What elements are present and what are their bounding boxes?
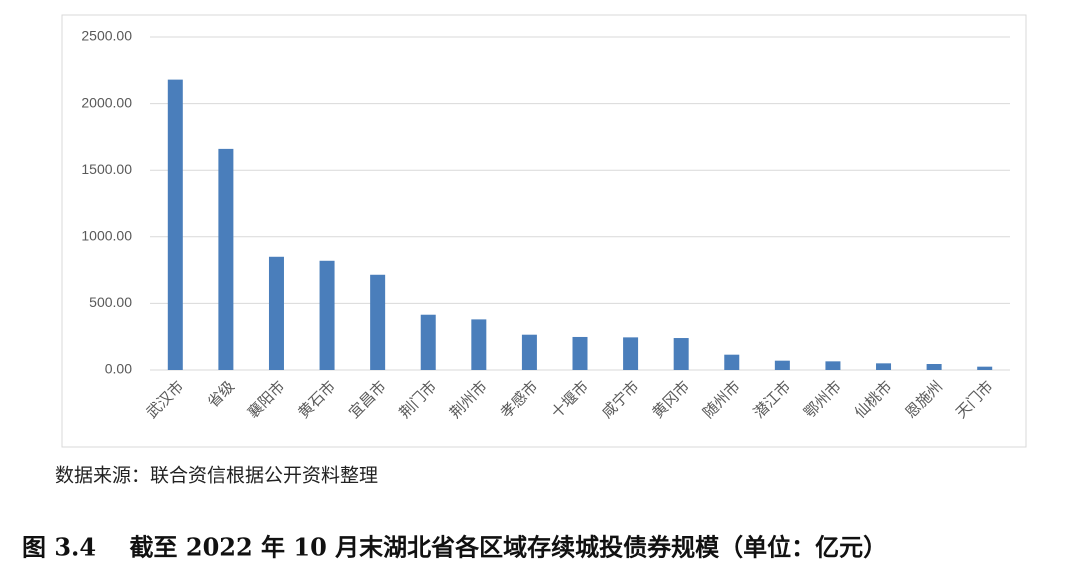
y-tick-label: 500.00 bbox=[89, 294, 132, 310]
bar bbox=[926, 364, 942, 370]
bar bbox=[825, 361, 841, 370]
y-tick-label: 2500.00 bbox=[81, 28, 132, 44]
x-tick-label: 潜江市 bbox=[750, 377, 795, 422]
bar bbox=[420, 314, 436, 370]
bar bbox=[876, 363, 892, 370]
bar bbox=[218, 148, 234, 370]
bar bbox=[724, 354, 740, 370]
x-tick-label: 武汉市 bbox=[143, 377, 188, 422]
x-tick-label: 宜昌市 bbox=[345, 377, 390, 422]
y-tick-label: 1000.00 bbox=[81, 228, 132, 244]
bar bbox=[623, 337, 639, 370]
x-tick-label: 黄冈市 bbox=[649, 377, 694, 422]
x-tick-label: 十堰市 bbox=[547, 377, 592, 422]
y-tick-label: 1500.00 bbox=[81, 161, 132, 177]
x-tick-label: 荆州市 bbox=[446, 377, 491, 422]
source-note: 数据来源：联合资信根据公开资料整理 bbox=[55, 465, 378, 487]
bar bbox=[167, 79, 183, 371]
bar bbox=[521, 334, 537, 370]
x-tick-label: 鄂州市 bbox=[800, 377, 845, 422]
x-tick-label: 天门市 bbox=[952, 377, 997, 422]
bar bbox=[268, 256, 284, 370]
y-tick-label: 2000.00 bbox=[81, 94, 132, 110]
bar bbox=[673, 338, 689, 370]
x-tick-label: 咸宁市 bbox=[598, 377, 643, 422]
bar bbox=[471, 319, 487, 370]
bar bbox=[977, 366, 993, 370]
x-tick-label: 襄阳市 bbox=[244, 377, 289, 422]
x-tick-label: 恩施州 bbox=[902, 377, 947, 422]
bar bbox=[572, 336, 588, 370]
figure-caption: 图 3.4 截至 2022 年 10 月末湖北省各区域存续城投债券规模（单位：亿… bbox=[22, 533, 887, 562]
y-tick-label: 0.00 bbox=[105, 361, 132, 377]
x-tick-label: 孝感市 bbox=[497, 377, 542, 422]
x-tick-label: 随州市 bbox=[699, 377, 744, 422]
x-tick-label: 省级 bbox=[204, 377, 238, 411]
x-tick-label: 荆门市 bbox=[396, 377, 441, 422]
bar bbox=[319, 260, 335, 370]
x-tick-label: 黄石市 bbox=[295, 377, 340, 422]
bar bbox=[370, 274, 386, 370]
bar bbox=[774, 360, 790, 370]
x-tick-label: 仙桃市 bbox=[851, 377, 896, 422]
chart-frame bbox=[61, 14, 1027, 448]
